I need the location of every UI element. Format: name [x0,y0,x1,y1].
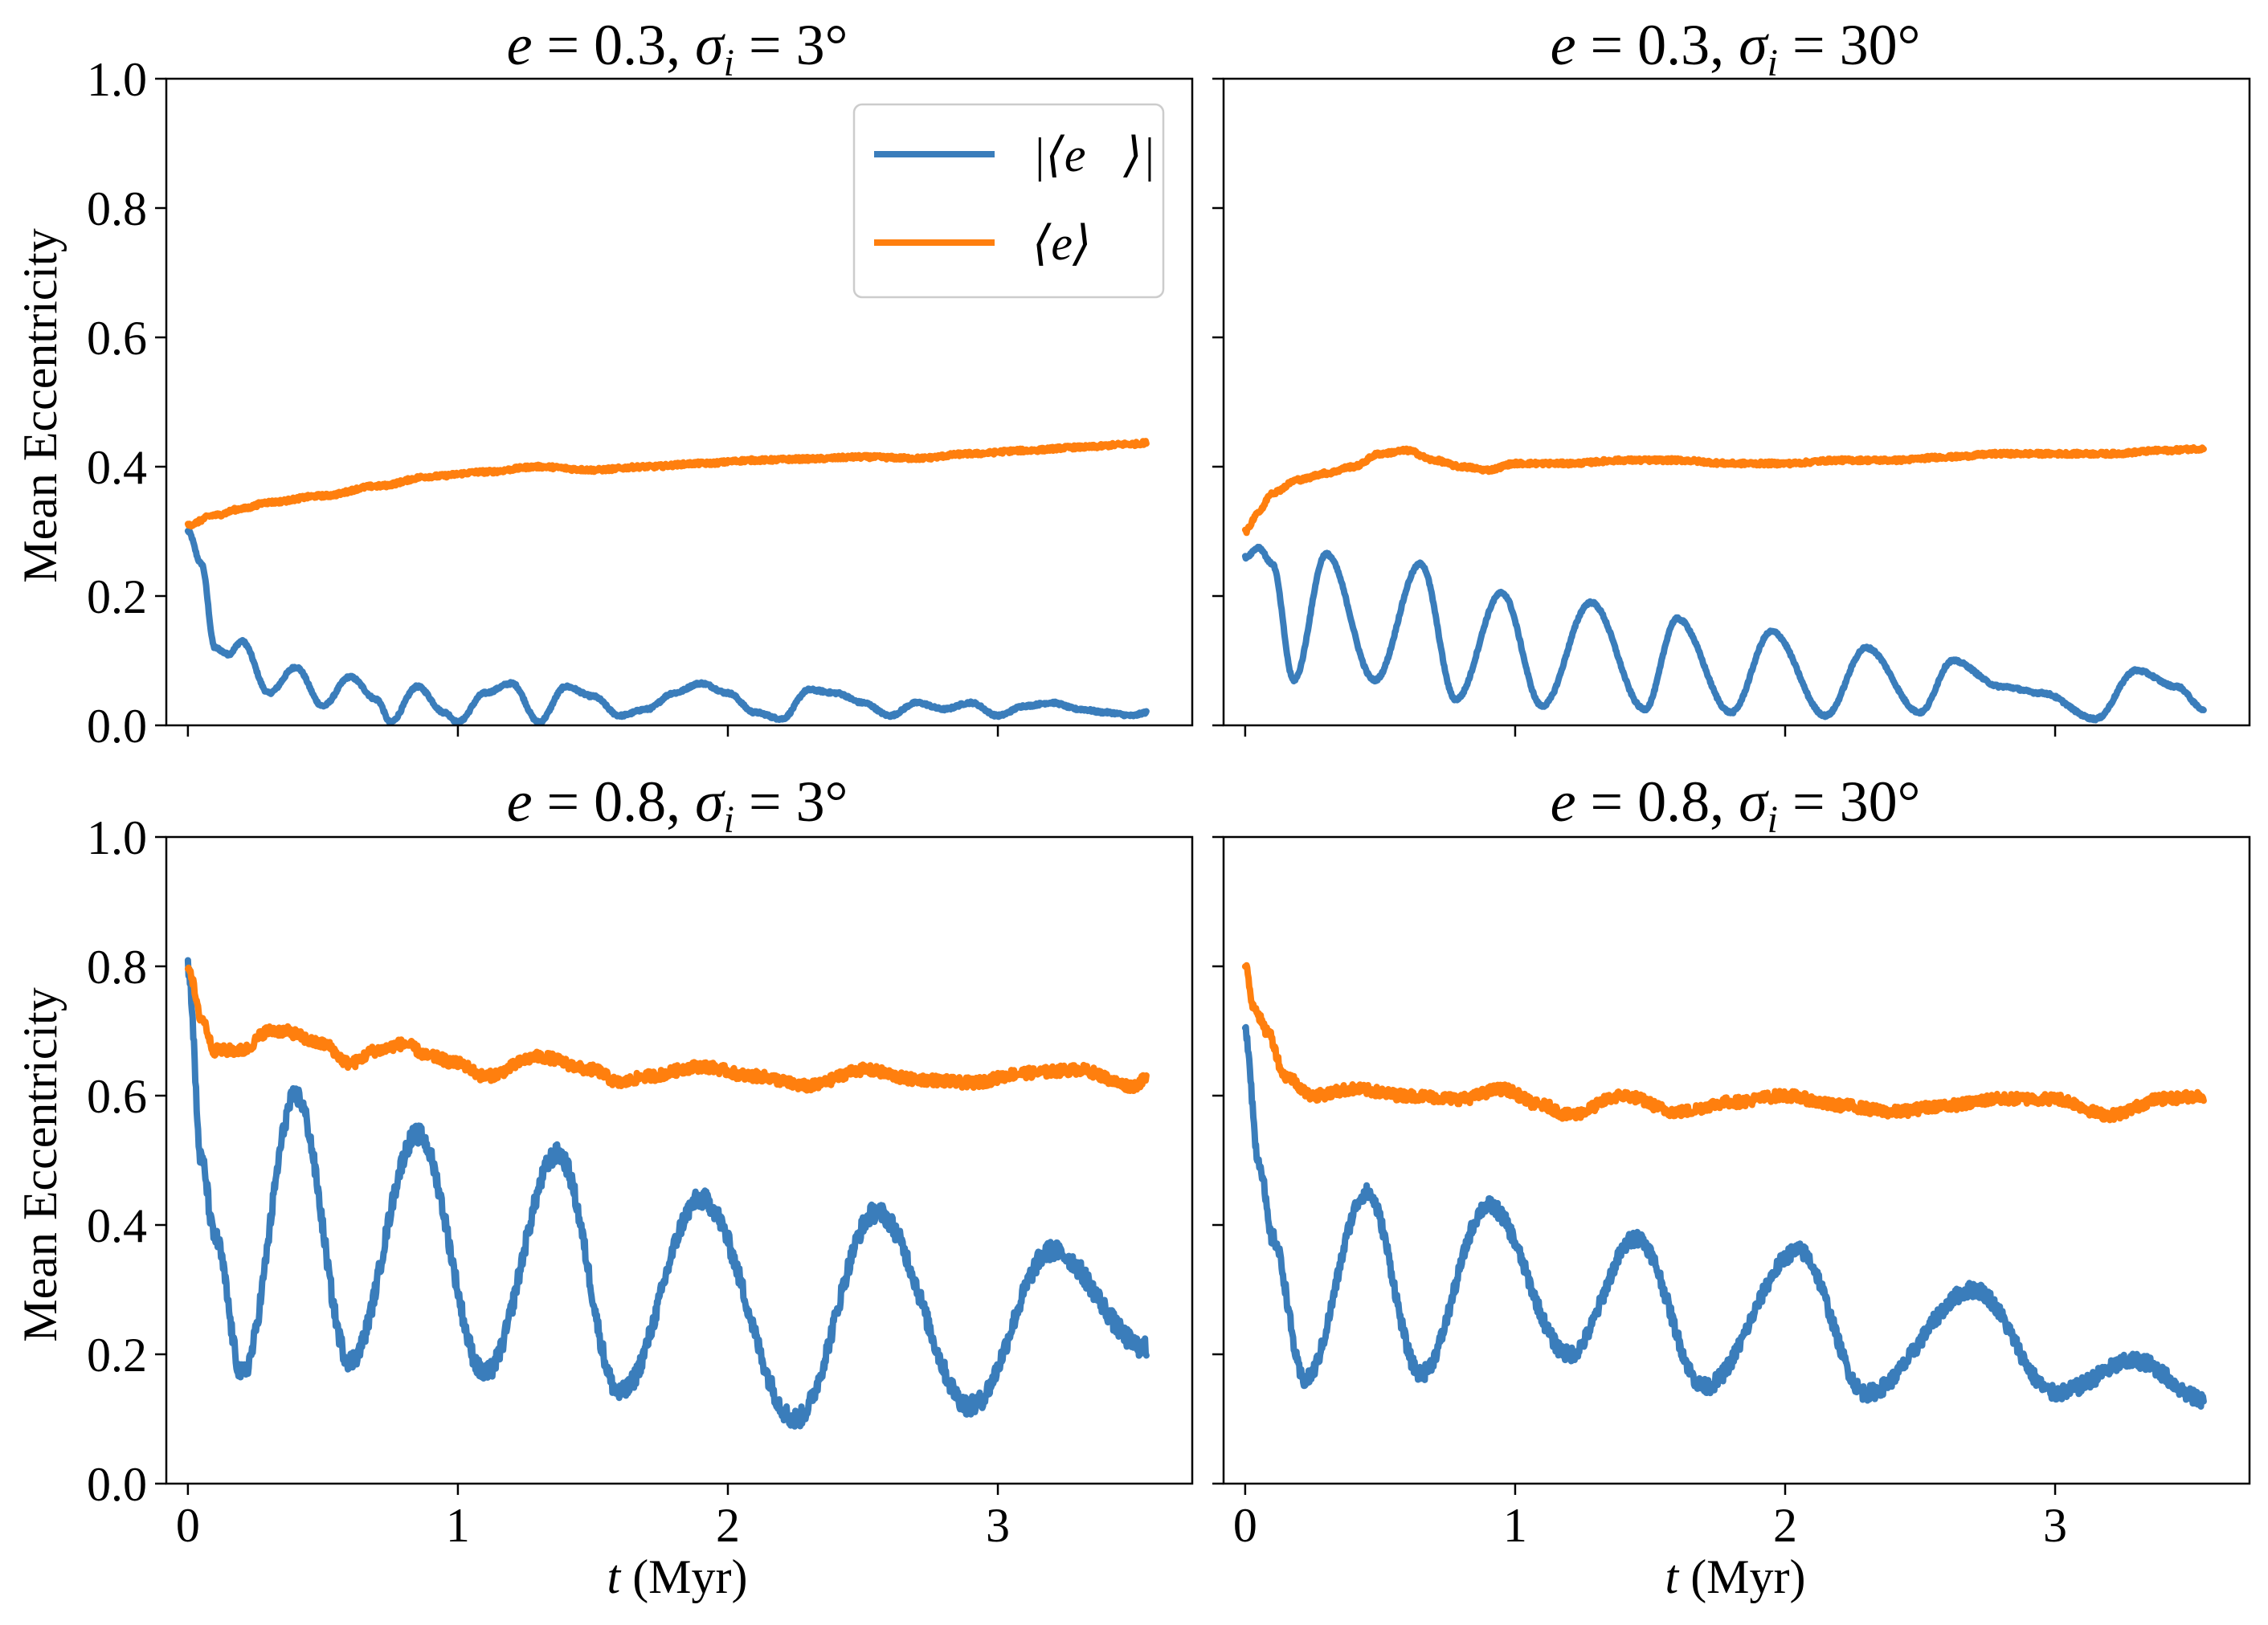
x-axis-title-left: t (Myr) [607,1550,748,1603]
legend-label-vector-mean: |⟨e⃗⟩| [1032,129,1155,182]
x-tick-label-bottom-left-2: 2 [716,1499,740,1552]
panel-title-top-right: e = 0.3, σi = 30° [1551,13,1921,84]
plot-frame-top-right [1222,77,2251,727]
y-tick-label-top-left-3: 0.6 [87,312,147,365]
y-tick-label-bottom-left-0: 0.0 [87,1458,147,1511]
y-tick-label-bottom-left-2: 0.4 [87,1199,147,1252]
plot-frame-top-left [165,77,1194,727]
x-tick-label-bottom-right-1: 1 [1503,1499,1527,1552]
series-line-scalar-mean-top-right [1241,444,2207,537]
y-tick-label-top-left-2: 0.4 [87,441,147,494]
series-line-vector-mean-bottom-left [184,957,1150,1430]
legend-label-scalar-mean: ⟨e⟩ [1032,217,1091,270]
legend: |⟨e⃗⟩| ⟨e⟩ [852,103,1165,299]
panel-title-bottom-left: e = 0.8, σi = 3° [507,770,848,841]
panel-title-bottom-right: e = 0.8, σi = 30° [1551,770,1921,841]
x-tick-label-bottom-right-2: 2 [1773,1499,1797,1552]
panel-bottom-left: 0 1 2 3 0.0 0.2 0.4 0.6 0.8 1.0 [87,811,1194,1552]
series-line-scalar-mean-bottom-left [184,964,1150,1094]
series-line-scalar-mean-top-left [184,438,1150,530]
x-tick-label-bottom-right-0: 0 [1233,1499,1257,1552]
y-tick-label-top-left-1: 0.2 [87,570,147,623]
panel-bottom-right: 0 1 2 3 [1212,835,2251,1552]
y-tick-label-top-left-5: 1.0 [87,53,147,106]
x-axis-var-right: t [1665,1550,1680,1603]
y-axis-title-bottom: Mean Eccentricity [14,987,67,1341]
panel-title-top-left: e = 0.3, σi = 3° [507,13,848,84]
y-tick-label-top-left-4: 0.8 [87,182,147,235]
y-axis-title-top: Mean Eccentricity [14,228,67,582]
y-tick-label-bottom-left-5: 1.0 [87,811,147,864]
x-tick-label-bottom-right-3: 3 [2043,1499,2067,1552]
x-tick-label-bottom-left-3: 3 [986,1499,1010,1552]
plot-frame-bottom-right [1222,835,2251,1485]
x-tick-label-bottom-left-1: 1 [446,1499,470,1552]
x-tick-label-bottom-left-0: 0 [176,1499,200,1552]
x-axis-unit-right: (Myr) [1678,1550,1805,1603]
y-tick-label-top-left-0: 0.0 [87,700,147,753]
x-axis-var-left: t [607,1550,622,1603]
x-axis-unit-left: (Myr) [620,1550,747,1603]
series-line-vector-mean-top-right [1241,543,2207,724]
y-tick-label-bottom-left-3: 0.6 [87,1070,147,1123]
series-line-vector-mean-top-left [184,528,1150,725]
plot-frame-bottom-left [165,835,1194,1485]
series-line-scalar-mean-bottom-right [1241,962,2207,1124]
y-tick-label-bottom-left-4: 0.8 [87,941,147,994]
panel-top-right [1212,77,2251,737]
panel-top-left: 0.0 0.2 0.4 0.6 0.8 1.0 [87,53,1194,753]
x-axis-title-right: t (Myr) [1665,1550,1806,1603]
series-line-vector-mean-bottom-right [1241,1023,2207,1410]
y-tick-label-bottom-left-1: 0.2 [87,1329,147,1382]
